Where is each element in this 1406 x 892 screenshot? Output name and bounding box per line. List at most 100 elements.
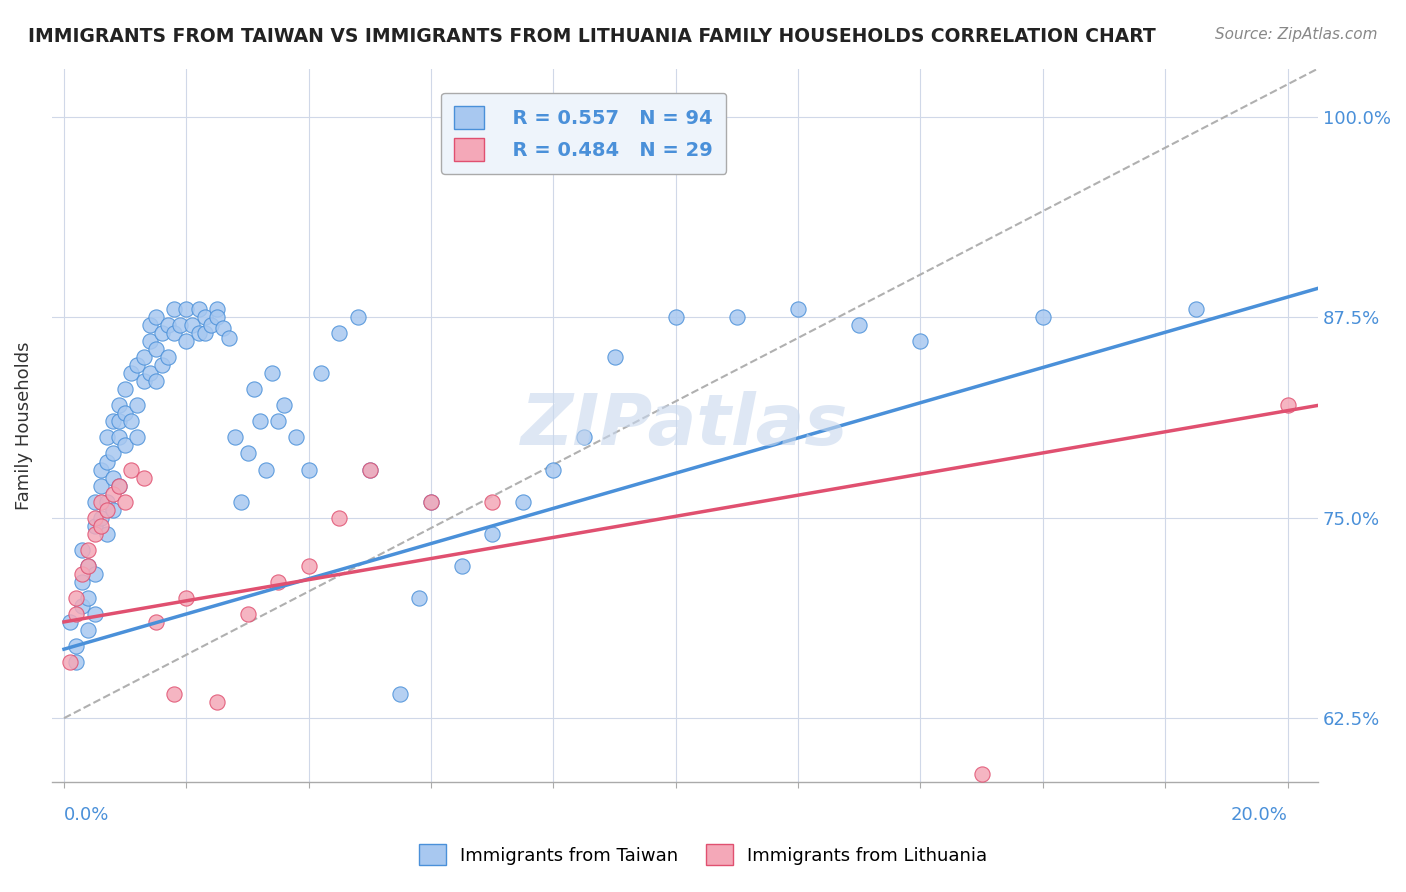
Point — [163, 302, 186, 317]
Point — [77, 558, 100, 573]
Legend: Immigrants from Taiwan, Immigrants from Lithuania: Immigrants from Taiwan, Immigrants from … — [409, 835, 997, 874]
Point — [108, 430, 131, 444]
Point — [77, 623, 100, 637]
Text: ZIPatlas: ZIPatlas — [522, 391, 849, 460]
Point — [127, 430, 149, 444]
Point — [254, 462, 277, 476]
Point — [163, 687, 186, 701]
Point — [120, 414, 142, 428]
Point — [90, 462, 112, 476]
Point — [205, 695, 228, 709]
Point — [96, 454, 118, 468]
Point — [96, 526, 118, 541]
Point — [156, 351, 179, 365]
Point — [65, 655, 87, 669]
Point — [145, 615, 167, 629]
Point — [90, 518, 112, 533]
Point — [1032, 310, 1054, 325]
Point — [132, 470, 155, 484]
Point — [346, 310, 368, 325]
Point — [194, 326, 217, 341]
Point — [65, 607, 87, 621]
Point — [83, 518, 105, 533]
Point — [138, 334, 160, 349]
Legend:   R = 0.557   N = 94,   R = 0.484   N = 29: R = 0.557 N = 94, R = 0.484 N = 29 — [441, 93, 727, 174]
Point — [108, 478, 131, 492]
Point — [114, 494, 136, 508]
Point — [101, 486, 124, 500]
Point — [224, 430, 246, 444]
Point — [101, 502, 124, 516]
Point — [127, 398, 149, 412]
Point — [285, 430, 308, 444]
Point — [420, 494, 443, 508]
Point — [200, 318, 222, 333]
Point — [359, 462, 381, 476]
Point — [65, 591, 87, 605]
Point — [72, 599, 94, 613]
Point — [194, 310, 217, 325]
Point — [328, 510, 350, 524]
Point — [176, 334, 198, 349]
Point — [970, 767, 993, 781]
Text: 20.0%: 20.0% — [1230, 806, 1288, 824]
Point — [481, 526, 503, 541]
Point — [848, 318, 870, 333]
Point — [249, 414, 271, 428]
Point — [603, 351, 626, 365]
Point — [156, 318, 179, 333]
Point — [120, 462, 142, 476]
Point — [138, 366, 160, 380]
Point — [267, 574, 290, 589]
Point — [101, 414, 124, 428]
Point — [83, 607, 105, 621]
Point — [260, 366, 283, 380]
Point — [328, 326, 350, 341]
Point — [96, 494, 118, 508]
Point — [90, 510, 112, 524]
Point — [267, 414, 290, 428]
Point — [83, 494, 105, 508]
Text: IMMIGRANTS FROM TAIWAN VS IMMIGRANTS FROM LITHUANIA FAMILY HOUSEHOLDS CORRELATIO: IMMIGRANTS FROM TAIWAN VS IMMIGRANTS FRO… — [28, 27, 1156, 45]
Point — [1184, 302, 1206, 317]
Point — [114, 382, 136, 396]
Point — [787, 302, 810, 317]
Point — [90, 478, 112, 492]
Point — [77, 591, 100, 605]
Point — [910, 334, 932, 349]
Point — [242, 382, 264, 396]
Point — [77, 558, 100, 573]
Point — [236, 446, 259, 460]
Point — [205, 310, 228, 325]
Point — [359, 462, 381, 476]
Point — [65, 639, 87, 653]
Point — [108, 478, 131, 492]
Point — [187, 302, 209, 317]
Point — [187, 326, 209, 341]
Point — [72, 566, 94, 581]
Point — [1277, 398, 1299, 412]
Point — [145, 310, 167, 325]
Point — [132, 374, 155, 388]
Point — [150, 358, 173, 372]
Point — [408, 591, 430, 605]
Text: 0.0%: 0.0% — [65, 806, 110, 824]
Point — [108, 414, 131, 428]
Point — [83, 526, 105, 541]
Point — [145, 343, 167, 357]
Point — [450, 558, 472, 573]
Point — [108, 398, 131, 412]
Point — [273, 398, 295, 412]
Point — [236, 607, 259, 621]
Point — [101, 470, 124, 484]
Point — [420, 494, 443, 508]
Point — [176, 302, 198, 317]
Point — [83, 566, 105, 581]
Point — [96, 502, 118, 516]
Point — [512, 494, 534, 508]
Point — [83, 510, 105, 524]
Point — [101, 446, 124, 460]
Point — [169, 318, 191, 333]
Point — [231, 494, 253, 508]
Point — [127, 358, 149, 372]
